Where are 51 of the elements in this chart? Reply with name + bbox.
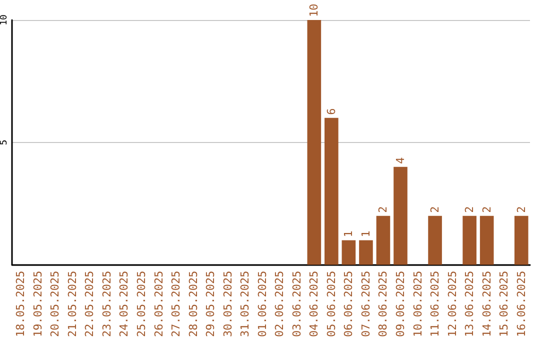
x-tick-label: 19.05.2025 <box>31 270 44 338</box>
bar <box>480 216 494 265</box>
y-tick-label: 5 <box>0 140 10 146</box>
x-tick-label: 03.06.2025 <box>290 270 304 338</box>
x-tick-label: 21.05.2025 <box>66 270 79 338</box>
x-tick-label: 12.06.2025 <box>446 270 459 338</box>
data-label: 1 <box>342 230 356 238</box>
bar <box>462 216 476 265</box>
data-label: 2 <box>428 206 442 213</box>
x-tick-label: 07.06.2025 <box>359 270 372 338</box>
x-tick-label: 15.06.2025 <box>498 270 511 338</box>
bar <box>428 216 442 265</box>
bar <box>324 118 338 265</box>
x-tick-label: 10.06.2025 <box>411 270 424 338</box>
bar <box>514 216 528 265</box>
x-tick-label: 23.05.2025 <box>100 270 114 338</box>
x-tick-label: 25.05.2025 <box>135 270 148 338</box>
bar <box>394 166 408 265</box>
data-label: 1 <box>359 230 372 238</box>
x-tick-label: 11.06.2025 <box>428 270 442 338</box>
x-tick-label: 04.06.2025 <box>308 270 321 338</box>
x-tick-label: 09.06.2025 <box>394 270 407 338</box>
x-tick-label: 24.05.2025 <box>118 270 131 338</box>
data-label: 6 <box>324 108 338 115</box>
data-label: 10 <box>308 4 321 17</box>
x-tick-label: 31.05.2025 <box>238 270 252 338</box>
data-label: 2 <box>463 206 476 213</box>
x-tick-label: 05.06.2025 <box>324 270 338 338</box>
x-tick-label: 18.05.2025 <box>14 270 28 338</box>
data-label: 2 <box>514 206 528 213</box>
x-tick-label: 28.05.2025 <box>186 270 200 338</box>
data-label: 2 <box>376 206 390 213</box>
x-tick-label: 27.05.2025 <box>170 270 183 338</box>
x-tick-label: 02.06.2025 <box>273 270 286 338</box>
x-tick-label: 14.06.2025 <box>480 270 494 338</box>
x-tick-label: 06.06.2025 <box>342 270 356 338</box>
x-tick-label: 30.05.2025 <box>221 270 234 338</box>
x-tick-label: 13.06.2025 <box>463 270 476 338</box>
x-tick-label: 29.05.2025 <box>204 270 218 338</box>
bar <box>307 20 322 265</box>
x-tick-label: 08.06.2025 <box>376 270 390 338</box>
x-tick-label: 26.05.2025 <box>152 270 166 338</box>
x-tick-label: 22.05.2025 <box>83 270 96 338</box>
bar <box>376 216 390 265</box>
x-tick-label: 01.06.2025 <box>256 270 269 338</box>
data-label: 2 <box>480 206 494 213</box>
bar <box>342 240 356 265</box>
bar <box>359 240 373 265</box>
data-label: 4 <box>394 156 407 164</box>
x-tick-label: 16.06.2025 <box>514 270 528 338</box>
x-tick-label: 20.05.2025 <box>48 270 62 338</box>
